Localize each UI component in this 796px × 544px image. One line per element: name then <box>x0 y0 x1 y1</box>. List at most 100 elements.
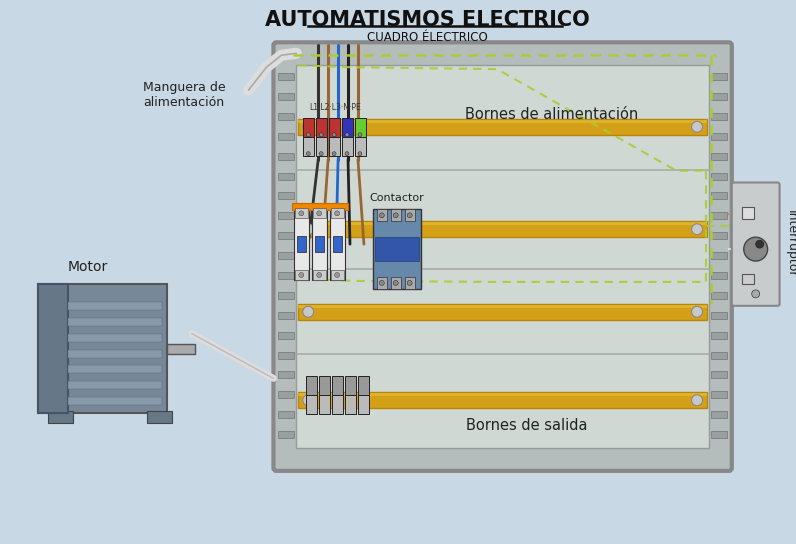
Circle shape <box>345 152 349 156</box>
Bar <box>279 193 295 200</box>
Bar <box>711 292 727 299</box>
Bar <box>329 137 340 156</box>
Bar <box>279 212 295 219</box>
Bar <box>711 351 727 358</box>
Bar <box>331 208 344 218</box>
Bar <box>279 391 295 398</box>
Bar <box>404 277 415 289</box>
Bar <box>312 208 327 280</box>
Bar <box>316 118 327 137</box>
Bar <box>298 392 707 408</box>
Bar <box>298 120 707 123</box>
Bar <box>333 236 342 252</box>
Circle shape <box>332 152 336 156</box>
Circle shape <box>743 237 767 261</box>
Bar <box>711 172 727 180</box>
Circle shape <box>319 133 323 137</box>
Bar <box>279 411 295 418</box>
Bar <box>279 93 295 100</box>
Bar <box>329 118 340 137</box>
Bar <box>279 312 295 319</box>
Bar <box>711 153 727 159</box>
Bar <box>319 376 330 395</box>
Bar <box>279 252 295 259</box>
Bar <box>37 284 68 413</box>
Bar <box>375 237 419 261</box>
Circle shape <box>317 273 322 277</box>
Bar <box>711 212 727 219</box>
Text: Contactor: Contactor <box>369 193 424 203</box>
Bar <box>295 270 308 280</box>
Bar <box>68 333 162 342</box>
Bar <box>296 65 709 448</box>
Bar <box>298 119 707 135</box>
Bar <box>279 113 295 120</box>
Circle shape <box>692 224 703 234</box>
Bar <box>711 312 727 319</box>
Bar <box>295 208 308 218</box>
Bar <box>313 270 326 280</box>
Bar <box>355 137 366 156</box>
Bar <box>330 208 345 280</box>
Bar <box>332 376 343 395</box>
Bar <box>711 93 727 100</box>
FancyBboxPatch shape <box>274 42 732 471</box>
Bar <box>711 332 727 338</box>
Circle shape <box>358 133 362 137</box>
Text: Interruptor: Interruptor <box>785 211 796 278</box>
Bar <box>358 395 369 414</box>
Bar <box>711 73 727 80</box>
Bar <box>315 236 324 252</box>
Bar <box>711 252 727 259</box>
Text: AUTOMATISMOS ELECTRICO: AUTOMATISMOS ELECTRICO <box>265 10 590 30</box>
Bar <box>331 270 344 280</box>
Bar <box>345 376 356 395</box>
Circle shape <box>692 395 703 406</box>
Circle shape <box>306 133 310 137</box>
Circle shape <box>298 273 304 277</box>
Bar <box>48 411 72 423</box>
Bar <box>711 372 727 379</box>
Bar <box>147 411 172 423</box>
Bar <box>711 193 727 200</box>
Bar <box>298 221 707 237</box>
Bar <box>373 209 420 289</box>
Circle shape <box>306 152 310 156</box>
Bar <box>279 431 295 438</box>
FancyBboxPatch shape <box>732 182 779 306</box>
Bar <box>279 153 295 159</box>
Bar <box>742 207 754 219</box>
Bar <box>279 332 295 338</box>
Bar <box>711 113 727 120</box>
Bar <box>355 118 366 137</box>
Bar <box>279 133 295 140</box>
Bar <box>298 222 707 225</box>
Bar <box>279 372 295 379</box>
Bar <box>303 118 314 137</box>
Text: Manguera de
alimentación: Manguera de alimentación <box>142 81 225 109</box>
Circle shape <box>332 133 336 137</box>
Circle shape <box>380 213 384 218</box>
Bar <box>279 172 295 180</box>
Circle shape <box>393 213 398 218</box>
Bar <box>279 73 295 80</box>
Bar <box>711 391 727 398</box>
Circle shape <box>358 152 362 156</box>
Bar <box>711 232 727 239</box>
Bar <box>306 376 317 395</box>
Bar <box>279 272 295 279</box>
Circle shape <box>408 281 412 286</box>
Bar <box>297 236 306 252</box>
Circle shape <box>334 273 340 277</box>
Circle shape <box>380 281 384 286</box>
Bar <box>292 203 348 211</box>
Bar <box>316 137 327 156</box>
Bar <box>377 209 387 221</box>
Circle shape <box>751 290 759 298</box>
Bar <box>68 366 162 373</box>
Text: CUADRO ÉLECTRICO: CUADRO ÉLECTRICO <box>367 32 488 45</box>
Bar <box>342 118 353 137</box>
Bar <box>298 393 707 396</box>
Bar <box>342 137 353 156</box>
Bar <box>167 344 195 354</box>
